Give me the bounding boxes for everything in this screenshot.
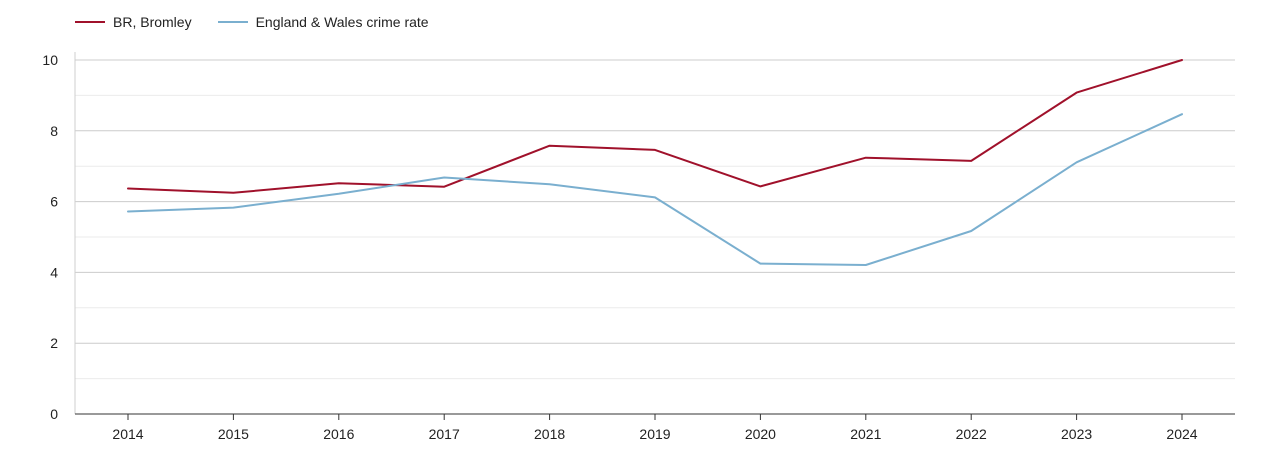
legend-swatch-england-wales (217, 21, 248, 23)
y-tick-label: 0 (50, 406, 58, 422)
legend-item-england-wales[interactable]: England & Wales crime rate (217, 14, 429, 30)
y-tick-label: 4 (50, 264, 58, 280)
x-tick-label: 2024 (1166, 426, 1197, 442)
legend-item-bromley[interactable]: BR, Bromley (75, 14, 192, 30)
y-tick-label: 8 (50, 123, 58, 139)
x-tick-label: 2023 (1061, 426, 1092, 442)
x-tick-label: 2016 (323, 426, 354, 442)
series-line-england-wales (127, 113, 1183, 266)
series-line-bromley (127, 59, 1183, 194)
x-tick-label: 2020 (745, 426, 776, 442)
legend: BR, Bromley England & Wales crime rate (75, 14, 429, 30)
x-tick-label: 2022 (956, 426, 987, 442)
y-tick-label: 10 (42, 52, 58, 68)
x-tick-label: 2015 (218, 426, 249, 442)
y-tick-label: 2 (50, 335, 58, 351)
legend-label-bromley: BR, Bromley (113, 14, 192, 30)
x-tick-label: 2014 (112, 426, 143, 442)
x-tick-label: 2018 (534, 426, 565, 442)
x-tick-label: 2019 (639, 426, 670, 442)
x-tick-label: 2021 (850, 426, 881, 442)
y-tick-label: 6 (50, 194, 58, 210)
legend-swatch-bromley (75, 21, 105, 23)
legend-label-england-wales: England & Wales crime rate (255, 14, 429, 30)
x-tick-label: 2017 (429, 426, 460, 442)
